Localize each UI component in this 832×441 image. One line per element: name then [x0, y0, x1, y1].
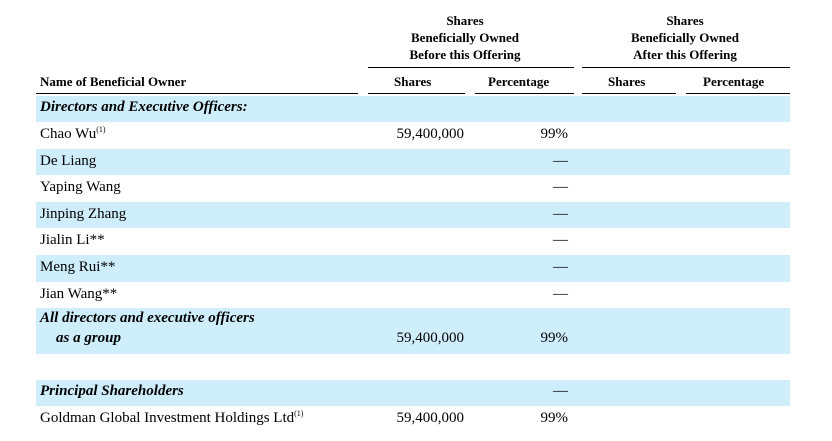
- before-header-line-1: Shares: [446, 13, 484, 28]
- before-header-line-3: Before this Offering: [409, 47, 521, 62]
- table-row: Jinping Zhang —: [36, 202, 790, 228]
- owner-name: Goldman Global Investment Holdings Ltd(1…: [40, 409, 304, 427]
- col-pct-before-rule: [475, 93, 574, 94]
- after-header-line-1: Shares: [666, 13, 704, 28]
- before-header-line-2: Beneficially Owned: [411, 30, 519, 45]
- after-offering-group-header: Shares Beneficially Owned After this Off…: [600, 12, 770, 63]
- owner-name: Jialin Li**: [40, 232, 105, 248]
- table-row: De Liang —: [36, 149, 790, 175]
- group-label-line-1: All directors and executive officers: [40, 310, 255, 326]
- col-shares-after-rule: [582, 93, 676, 94]
- table-row: Meng Rui** —: [36, 255, 790, 282]
- principal-pct: —: [553, 383, 568, 399]
- owner-name: De Liang: [40, 153, 97, 169]
- col-shares-before-header: Shares: [394, 74, 432, 89]
- pct-before: —: [553, 153, 568, 169]
- table-row: Goldman Global Investment Holdings Ltd(1…: [36, 406, 790, 433]
- col-pct-after-rule: [686, 93, 790, 94]
- after-group-rule: [582, 67, 790, 68]
- pct-before: —: [553, 286, 568, 302]
- table-row: Jialin Li** —: [36, 228, 790, 255]
- table-row: Chao Wu(1) 59,400,000 99%: [36, 122, 790, 149]
- group-shares-before: 59,400,000: [396, 330, 465, 346]
- col-name-rule: [36, 93, 358, 94]
- pct-before: —: [553, 206, 568, 222]
- col-shares-before-rule: [368, 93, 465, 94]
- pct-before: —: [553, 232, 568, 248]
- directors-section-title: Directors and Executive Officers:: [40, 99, 248, 115]
- col-shares-after-header: Shares: [608, 74, 646, 89]
- owner-name: Meng Rui**: [40, 259, 116, 275]
- before-group-rule: [368, 67, 574, 68]
- before-offering-group-header: Shares Beneficially Owned Before this Of…: [380, 12, 550, 63]
- pct-before: —: [553, 179, 568, 195]
- group-pct-before: 99%: [540, 330, 569, 346]
- table-row: Yaping Wang —: [36, 175, 790, 202]
- pct-before: —: [553, 259, 568, 275]
- group-total-row: All directors and executive officers as …: [36, 308, 790, 354]
- col-pct-before-header: Percentage: [488, 74, 550, 89]
- table-row: Jian Wang** —: [36, 282, 790, 308]
- pct-before: 99%: [540, 410, 569, 426]
- principal-section-title: Principal Shareholders: [40, 383, 184, 399]
- shares-before: 59,400,000: [396, 126, 465, 142]
- col-pct-after-header: Percentage: [703, 74, 765, 89]
- principal-section-row: Principal Shareholders —: [36, 380, 790, 406]
- owner-name: Yaping Wang: [40, 179, 121, 195]
- shares-before: 59,400,000: [396, 410, 465, 426]
- group-label-line-2: as a group: [56, 330, 122, 346]
- after-header-line-2: Beneficially Owned: [631, 30, 739, 45]
- owner-name: Chao Wu(1): [40, 125, 106, 143]
- pct-before: 99%: [540, 126, 569, 142]
- directors-section-row: Directors and Executive Officers:: [36, 96, 790, 122]
- col-name-header: Name of Beneficial Owner: [40, 74, 187, 89]
- after-header-line-3: After this Offering: [633, 47, 737, 62]
- owner-name: Jinping Zhang: [40, 206, 127, 222]
- owner-name: Jian Wang**: [40, 286, 118, 302]
